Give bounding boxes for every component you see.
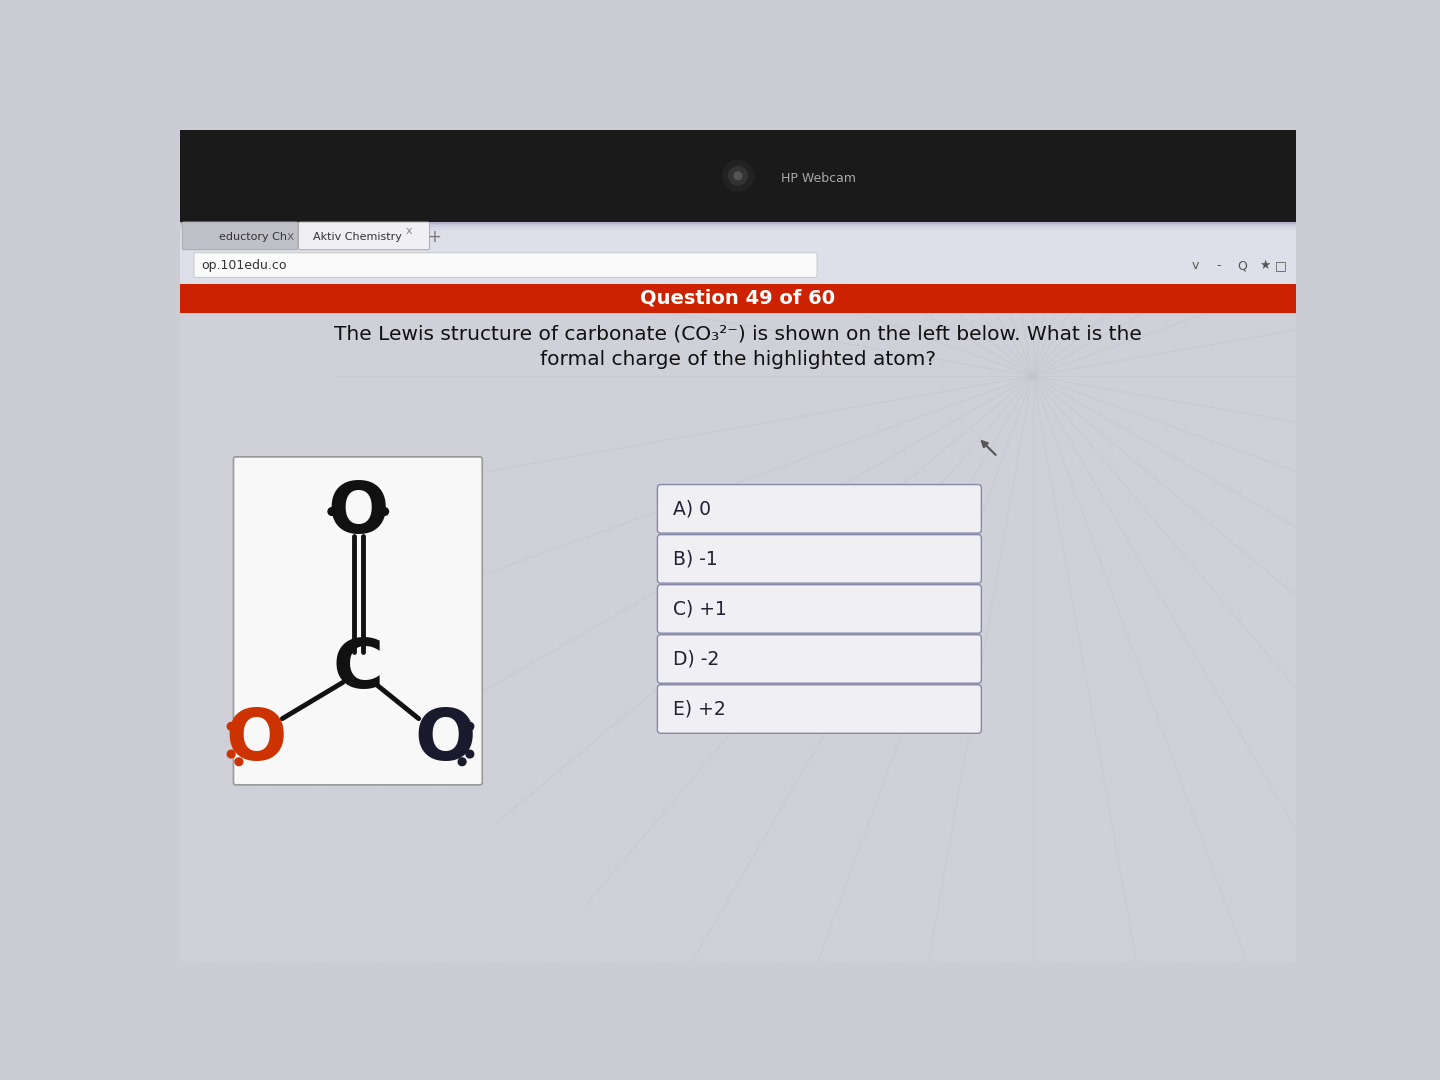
Bar (180, 231, 1296, 233)
FancyBboxPatch shape (298, 222, 429, 249)
Text: C: C (333, 635, 384, 702)
FancyBboxPatch shape (194, 253, 816, 278)
Circle shape (228, 751, 235, 758)
Bar (180, 234, 1296, 235)
Text: x: x (287, 230, 294, 243)
Text: D) -2: D) -2 (672, 649, 719, 669)
Circle shape (328, 508, 336, 515)
FancyBboxPatch shape (233, 457, 482, 785)
Circle shape (458, 715, 467, 723)
FancyBboxPatch shape (658, 635, 981, 684)
Text: -: - (1217, 259, 1221, 272)
Bar (180, 222, 1296, 224)
Circle shape (458, 758, 467, 766)
Bar (180, 284, 1296, 313)
Bar (180, 252, 1296, 281)
Bar (180, 224, 1296, 225)
Bar (180, 225, 1296, 227)
Bar (180, 222, 1296, 284)
Bar (180, 228, 1296, 230)
Circle shape (467, 751, 474, 758)
Bar (180, 230, 1296, 231)
Text: E) +2: E) +2 (672, 700, 726, 718)
Circle shape (380, 508, 389, 515)
Circle shape (723, 161, 753, 191)
FancyBboxPatch shape (658, 584, 981, 633)
Bar (180, 235, 1296, 238)
Text: O: O (415, 705, 475, 774)
Text: Aktiv Chemistry: Aktiv Chemistry (314, 231, 402, 242)
Text: ★: ★ (1260, 259, 1270, 272)
Text: eductory Ch: eductory Ch (219, 231, 287, 242)
Text: v: v (1191, 259, 1200, 272)
Text: B) -1: B) -1 (672, 550, 717, 568)
Bar (180, 130, 1296, 222)
Circle shape (228, 723, 235, 730)
Text: A) 0: A) 0 (672, 499, 711, 518)
Text: HP Webcam: HP Webcam (780, 173, 855, 186)
Bar (180, 313, 1296, 961)
Text: +: + (428, 228, 441, 245)
FancyBboxPatch shape (658, 685, 981, 733)
Circle shape (235, 758, 243, 766)
Text: □: □ (1274, 259, 1286, 272)
FancyBboxPatch shape (658, 535, 981, 583)
Text: O: O (327, 478, 389, 548)
FancyBboxPatch shape (658, 485, 981, 534)
Text: Question 49 of 60: Question 49 of 60 (641, 288, 835, 308)
Circle shape (336, 508, 344, 515)
Text: formal charge of the highlighted atom?: formal charge of the highlighted atom? (540, 350, 936, 368)
Bar (180, 227, 1296, 228)
Circle shape (235, 715, 243, 723)
Text: O: O (225, 705, 287, 774)
Text: Q: Q (1237, 259, 1247, 272)
FancyBboxPatch shape (183, 222, 298, 249)
Bar (180, 233, 1296, 234)
Circle shape (467, 723, 474, 730)
Circle shape (734, 172, 742, 179)
Text: C) +1: C) +1 (672, 599, 727, 619)
Text: x: x (405, 226, 412, 237)
Circle shape (373, 508, 380, 515)
Circle shape (729, 166, 747, 185)
Text: The Lewis structure of carbonate (CO₃²⁻) is shown on the left below. What is the: The Lewis structure of carbonate (CO₃²⁻)… (334, 324, 1142, 343)
Text: op.101edu.co: op.101edu.co (202, 259, 287, 272)
